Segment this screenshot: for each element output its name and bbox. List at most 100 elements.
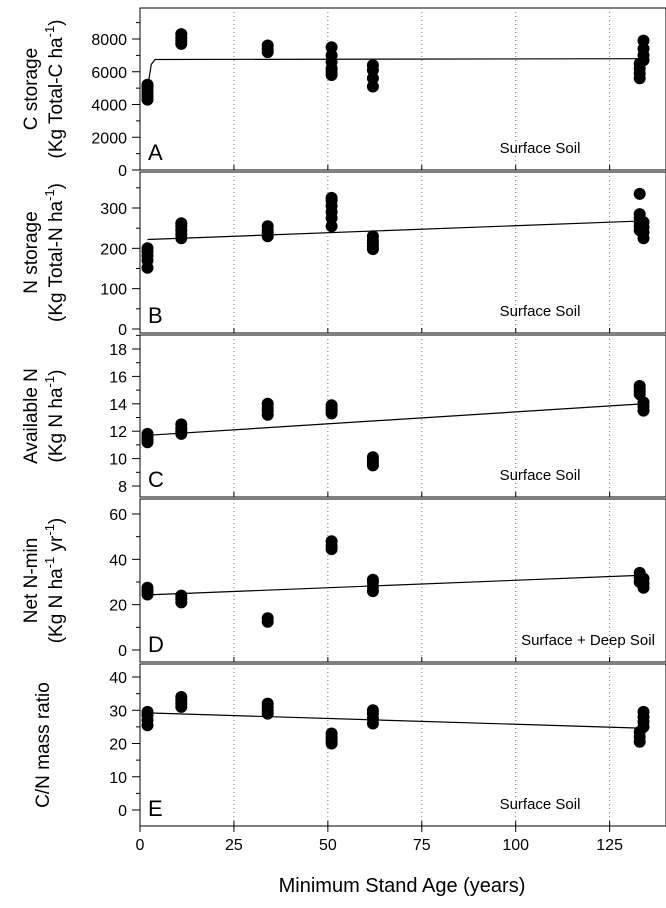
data-point: [325, 49, 338, 62]
y-tick-label: 18: [109, 342, 127, 359]
data-point: [261, 397, 274, 410]
panel-letter: A: [148, 140, 163, 165]
y-axis-title-line2: (Kg N ha-1): [42, 370, 67, 463]
panel-frame: [139, 498, 666, 663]
y-tick-label: 30: [109, 703, 127, 720]
y-axis-title: Net N-min (Kg N ha-1 yr-1): [21, 518, 67, 644]
panel-annotation: Surface + Deep Soil: [521, 632, 655, 649]
x-tick-label: 25: [225, 837, 243, 854]
y-tick-label: 0: [118, 643, 127, 660]
data-point: [325, 535, 338, 548]
y-tick-label: 14: [109, 397, 127, 414]
y-tick-label: 200: [100, 241, 127, 258]
y-tick-label: 0: [118, 803, 127, 820]
panel-frame: [139, 334, 666, 498]
y-axis-title-line1: N storage: [21, 211, 42, 293]
panel-annotation: Surface Soil: [500, 140, 581, 157]
y-axis-title-line1: Net N-min: [21, 538, 42, 624]
data-point: [175, 217, 188, 230]
data-point: [366, 59, 379, 72]
x-tick-label: 100: [502, 837, 529, 854]
panel-letter: B: [148, 303, 163, 328]
x-tick-label: 125: [596, 837, 623, 854]
data-point: [325, 399, 338, 412]
y-axis-title: N storage (Kg Total-N ha-1): [21, 183, 67, 322]
panel-annotation: Surface Soil: [500, 303, 581, 320]
data-point: [141, 705, 154, 718]
data-point: [261, 612, 274, 625]
data-point: [637, 42, 650, 55]
data-point: [366, 704, 379, 717]
panel-frame: [139, 663, 666, 827]
data-point: [261, 697, 274, 710]
fit-line: [147, 712, 644, 729]
fit-line: [147, 220, 644, 241]
y-tick-label: 12: [109, 424, 127, 441]
y-axis-title: C storage (Kg Total-C ha-1): [21, 20, 67, 159]
y-axis-title-line2: (Kg N ha-1 yr-1): [42, 518, 67, 644]
panel-frame: [139, 171, 666, 334]
panel-letter: C: [148, 467, 164, 492]
data-point: [175, 418, 188, 431]
superscript: -1: [42, 376, 57, 388]
panel-annotation: Surface Soil: [500, 796, 581, 813]
data-point: [637, 572, 650, 585]
y-tick-label: 20: [109, 598, 127, 615]
data-point: [637, 34, 650, 47]
label-segment: (Kg Total-C ha: [46, 37, 67, 159]
data-point: [366, 72, 379, 85]
label-segment: (Kg Total-N ha: [46, 200, 67, 322]
y-axis-title-line1: C/N mass ratio: [33, 682, 54, 808]
data-point: [637, 396, 650, 409]
label-segment: ): [46, 370, 67, 376]
x-axis-title: Minimum Stand Age (years): [279, 875, 526, 897]
data-point: [261, 220, 274, 233]
label-segment: ): [46, 183, 67, 189]
y-axis-title: C/N mass ratio: [33, 682, 54, 808]
superscript: -1: [42, 189, 57, 201]
y-tick-label: 10: [109, 452, 127, 469]
y-axis-title-line1: Available N: [21, 368, 42, 464]
data-point: [141, 78, 154, 91]
y-tick-label: 8: [118, 479, 127, 496]
y-tick-label: 40: [109, 670, 127, 687]
y-tick-label: 6000: [91, 65, 127, 82]
x-tick-label: 0: [136, 837, 145, 854]
data-point: [325, 41, 338, 54]
data-point: [633, 187, 646, 200]
y-axis-title-line1: C storage: [21, 48, 42, 130]
y-tick-label: 4000: [91, 98, 127, 115]
y-tick-label: 2000: [91, 130, 127, 147]
panel-frame: [139, 7, 666, 171]
data-point: [325, 727, 338, 740]
fit-line: [147, 574, 644, 596]
label-segment: (Kg N ha: [46, 568, 67, 643]
data-point: [637, 216, 650, 229]
y-tick-label: 16: [109, 369, 127, 386]
superscript: -1: [42, 557, 57, 569]
data-point: [261, 39, 274, 52]
panel-letter: D: [148, 632, 164, 657]
y-tick-label: 20: [109, 737, 127, 754]
panel-letter: E: [148, 796, 163, 821]
data-point: [637, 705, 650, 718]
y-tick-label: 100: [100, 282, 127, 299]
superscript: -1: [42, 26, 57, 38]
y-axis-title-line2: (Kg Total-C ha-1): [42, 20, 67, 159]
x-tick-label: 75: [413, 837, 431, 854]
y-tick-label: 60: [109, 507, 127, 524]
label-segment: ): [46, 518, 67, 524]
data-point: [366, 573, 379, 586]
y-tick-label: 40: [109, 552, 127, 569]
data-point: [141, 427, 154, 440]
y-axis-title-line2: (Kg Total-N ha-1): [42, 183, 67, 322]
label-segment: (Kg N ha: [46, 387, 67, 462]
data-point: [366, 451, 379, 464]
y-axis-title: Available N (Kg N ha-1): [21, 368, 67, 464]
fit-line: [146, 58, 644, 89]
fit-line: [147, 403, 644, 436]
y-tick-label: 8000: [91, 32, 127, 49]
label-segment: ): [46, 20, 67, 26]
y-tick-label: 300: [100, 201, 127, 218]
